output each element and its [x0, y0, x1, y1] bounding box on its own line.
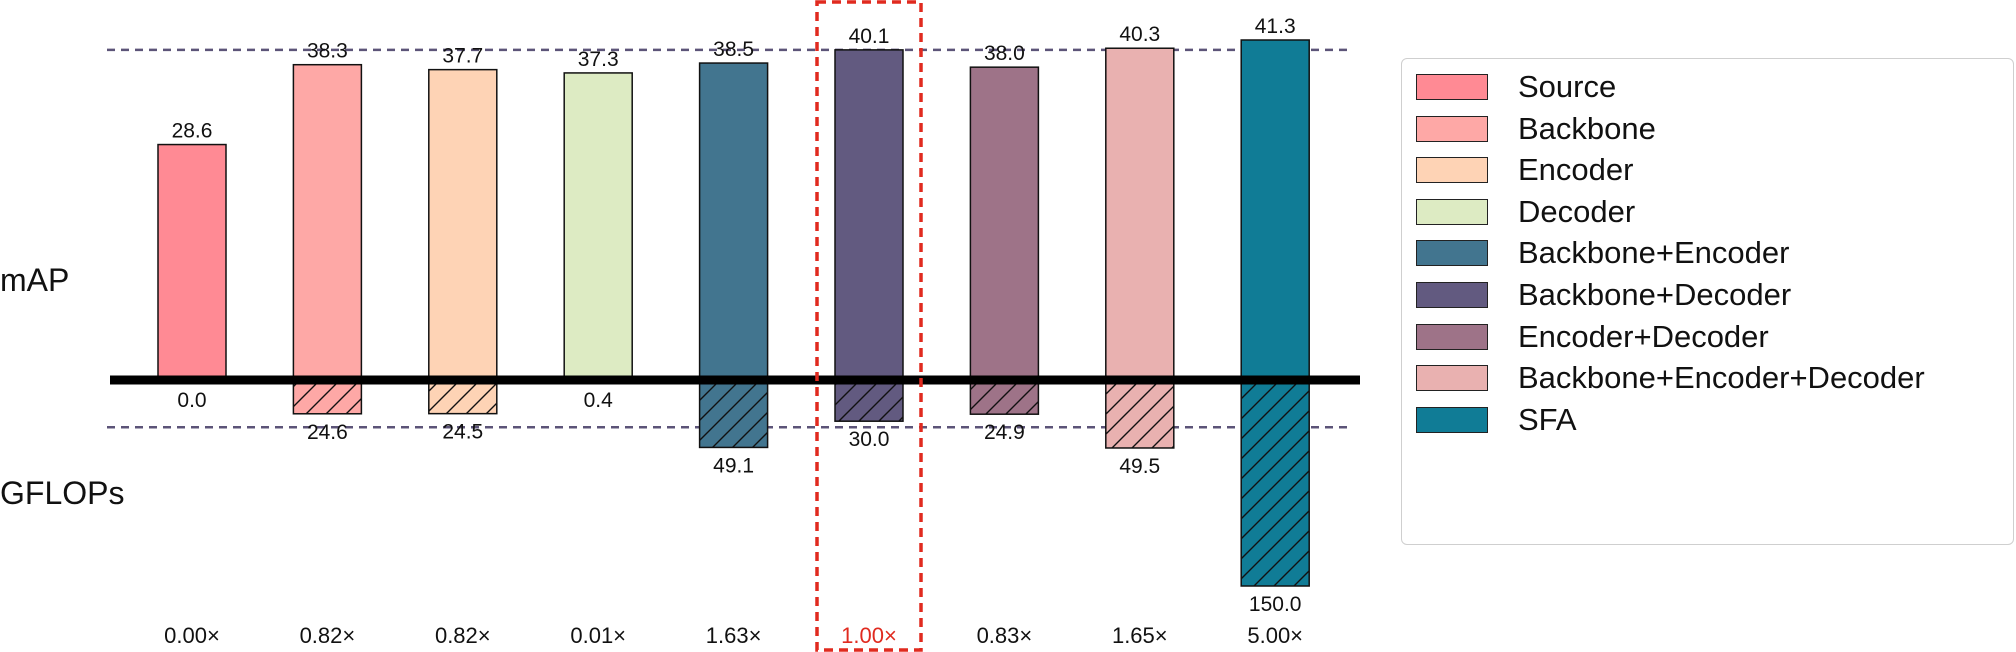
gflops-bar-hatch [699, 380, 768, 448]
map-bar [292, 63, 363, 381]
legend-swatch [1416, 282, 1488, 308]
legend-item: Encoder [1416, 150, 1633, 190]
legend-item: Backbone+Decoder [1416, 275, 1791, 315]
gflops-value-label: 0.0 [177, 389, 206, 412]
legend-label: Encoder [1518, 152, 1634, 188]
map-bar [834, 49, 904, 381]
ratio-label: 0.82× [300, 623, 356, 648]
legend-label: Source [1518, 69, 1617, 104]
legend-label: Decoder [1518, 193, 1636, 229]
map-value-label: 38.3 [307, 40, 348, 63]
gflops-bar-hatch [970, 380, 1039, 415]
legend-label: Backbone+Decoder [1518, 277, 1792, 312]
gflops-bar-hatch [293, 380, 362, 414]
bar-chart: 28.6 0.0 0.00× 38.3 24.6 0.82× 37.7 24.5 0.82× 37… [107, 0, 1360, 652]
legend-label: SFA [1518, 401, 1577, 437]
legend-label: Backbone+Encoder+Decoder [1518, 360, 1925, 396]
map-bar [428, 68, 498, 381]
map-value-label: 38.0 [984, 42, 1025, 65]
map-bar [698, 62, 769, 381]
map-bar [1105, 47, 1175, 381]
legend-item: Decoder [1416, 192, 1635, 232]
map-bar [1240, 39, 1310, 381]
map-bar [157, 143, 227, 381]
gflops-value-label: 24.9 [984, 421, 1025, 444]
ratio-label: 0.82× [435, 623, 491, 648]
ylabel-map: mAP [0, 262, 70, 298]
legend-swatch [1416, 323, 1488, 350]
ratio-label: 0.01× [570, 623, 626, 648]
legend-swatch [1416, 240, 1488, 267]
gflops-value-label: 30.0 [849, 428, 890, 451]
gflops-bar-hatch [1241, 380, 1310, 586]
gflops-bar-hatch [835, 380, 903, 422]
ylabel-gflops: GFLOPs [0, 475, 125, 511]
legend-label: Encoder+Decoder [1518, 318, 1769, 354]
legend-swatch [1416, 365, 1488, 392]
ratio-label: 1.65× [1112, 623, 1168, 648]
ratio-label: 1.00× [841, 623, 897, 648]
legend-item: Encoder+Decoder [1416, 317, 1769, 357]
gflops-value-label: 24.5 [442, 421, 483, 444]
map-value-label: 40.1 [849, 25, 890, 48]
gflops-bar-hatch [428, 380, 497, 414]
legend-swatch [1416, 74, 1488, 100]
legend-swatch [1416, 198, 1488, 225]
gflops-value-label: 49.5 [1119, 455, 1160, 478]
ratio-label: 0.83× [977, 623, 1033, 648]
map-value-label: 41.3 [1255, 15, 1296, 38]
gflops-value-label: 49.1 [713, 454, 754, 477]
legend-item: Backbone [1416, 109, 1656, 149]
gflops-bar-hatch [1105, 380, 1174, 448]
gflops-value-label: 24.6 [307, 421, 348, 444]
map-bar [563, 72, 633, 381]
legend-item: Backbone+Encoder [1416, 233, 1789, 273]
map-value-label: 37.3 [578, 48, 619, 71]
map-value-label: 38.5 [713, 38, 754, 61]
legend: Source Backbone Encoder Decoder Backbone+Enc… [1401, 58, 2014, 545]
gflops-value-label: 150.0 [1249, 593, 1302, 616]
legend-label: Backbone+Encoder [1518, 235, 1790, 271]
map-value-label: 37.7 [442, 45, 483, 68]
ratio-label: 5.00× [1247, 623, 1303, 648]
ratio-label: 1.63× [706, 623, 762, 648]
legend-swatch [1416, 115, 1488, 142]
map-value-label: 40.3 [1119, 23, 1160, 46]
legend-item: SFA [1416, 400, 1577, 440]
legend-item: Backbone+Encoder+Decoder [1416, 358, 1925, 398]
map-bar [969, 66, 1040, 381]
ratio-label: 0.00× [164, 623, 220, 648]
gflops-value-label: 0.4 [584, 389, 614, 412]
legend-item: Source [1416, 67, 1616, 107]
legend-label: Backbone [1518, 110, 1656, 146]
legend-swatch [1416, 157, 1488, 184]
legend-swatch [1416, 406, 1488, 433]
map-value-label: 28.6 [172, 120, 213, 143]
highlight-box [815, 0, 923, 652]
